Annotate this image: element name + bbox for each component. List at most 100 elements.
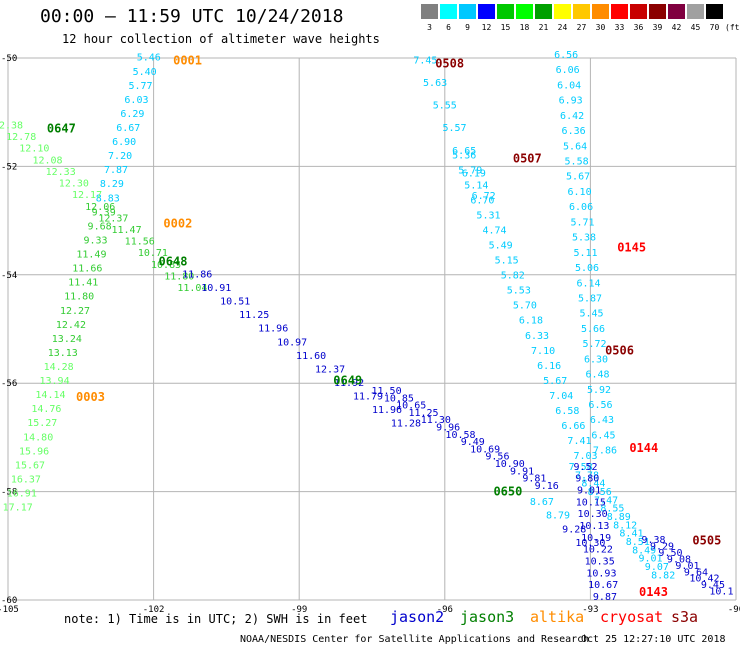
swh-value: 7.45 (413, 55, 437, 66)
x-tick-label: -93 (582, 605, 598, 615)
colorbar-swatch (668, 4, 685, 19)
swh-value: 12.08 (32, 155, 62, 166)
swh-value: 5.45 (579, 309, 603, 320)
swh-value: 6.06 (569, 202, 593, 213)
track-time-label: 0508 (435, 56, 464, 70)
colorbar-label: 33 (614, 23, 625, 32)
swh-value: 10.67 (588, 580, 618, 591)
wave-height-tracks: 5.46 5.40 5.77 6.03 6.29 6.67 6.90 7.20 7.87 8.29… (0, 50, 733, 603)
swh-value: 6.56 (588, 400, 612, 411)
swh-value: 9.39 (92, 207, 116, 218)
swh-value: 10.65 (396, 401, 426, 412)
track-time-label: 0649 (333, 373, 362, 387)
swh-value: 11.47 (112, 225, 142, 236)
swh-value: 9.68 (88, 221, 112, 232)
map-title: 00:00 – 11:59 UTC 10/24/2018 (40, 6, 344, 27)
swh-value: 9.07 (645, 562, 669, 573)
swh-value: 6.14 (576, 278, 600, 289)
swh-value: 9.38 (641, 535, 665, 546)
swh-value: 11.25 (239, 310, 269, 321)
swh-value: 11.80 (64, 292, 94, 303)
swh-value: 10.91 (201, 283, 231, 294)
swh-value: 10.13 (579, 521, 609, 532)
swh-value: 10.51 (220, 297, 250, 308)
swh-value: 7.03 (573, 451, 597, 462)
swh-value: 9.96 (436, 423, 460, 434)
track-0507: 5.36 5.79 5.14 6.70 5.31 4.74 5.49 5.15 5.82 5.53… (452, 150, 597, 462)
swh-value: 11.56 (125, 237, 155, 248)
swh-value: 4.74 (482, 225, 506, 236)
swh-value: 9.16 (535, 481, 559, 492)
swh-value: 11.60 (296, 351, 326, 362)
swh-value: 6.29 (120, 109, 144, 120)
colorbar-label: 15 (500, 23, 511, 32)
swh-value: 10.35 (585, 557, 615, 568)
swh-value: 5.55 (433, 101, 457, 112)
swh-value: 10.71 (138, 248, 168, 259)
legend-jason3: jason3 (460, 608, 515, 626)
y-tick-label: -56 (1, 379, 17, 389)
swh-value: 10.42 (689, 574, 719, 585)
swh-value: 5.57 (442, 123, 466, 134)
swh-value: 11.49 (76, 250, 106, 261)
colorbar-swatch (706, 4, 723, 19)
swh-value: 6.56 (554, 50, 578, 61)
swh-value: 10.69 (470, 444, 500, 455)
swh-value: 13.94 (40, 376, 70, 387)
colorbar-swatch (649, 4, 666, 19)
swh-value: 11.50 (372, 386, 402, 397)
swh-value: 11.86 (182, 270, 212, 281)
swh-value: 6.33 (525, 331, 549, 342)
colorbar-swatch (630, 4, 647, 19)
swh-value: 10.85 (151, 260, 181, 271)
footer-credit: NOAA/NESDIS Center for Satellite Applica… (240, 634, 590, 645)
track-time-label: 0145 (617, 241, 646, 255)
swh-value: 6.65 (452, 146, 476, 157)
swh-value: 5.77 (129, 81, 153, 92)
swh-value: 13.13 (48, 348, 78, 359)
swh-value: 10.93 (586, 568, 616, 579)
swh-value: 6.30 (584, 354, 608, 365)
track-0648: 11.86 10.91 10.51 11.25 11.96 10.97 11.60 12.37… (159, 254, 421, 429)
swh-value: 8.49 (632, 545, 656, 556)
swh-value: 7.47 (594, 495, 618, 506)
track-time-label: 0505 (692, 533, 721, 547)
colorbar-label: 24 (557, 23, 568, 32)
swh-value: 12.37 (315, 364, 345, 375)
swh-value: 14.76 (31, 404, 61, 415)
units-note: note: 1) Time is in UTC; 2) SWH is in fe… (64, 612, 368, 626)
track-0144: 9.529.809.0110.1510.3010.1310.1910.2210.… (573, 441, 658, 603)
swh-value: 5.31 (476, 210, 500, 221)
swh-value: 5.53 (507, 286, 531, 297)
colorbar-swatch (573, 4, 590, 19)
swh-value: 9.56 (485, 452, 509, 463)
x-tick-label: -90 (728, 605, 740, 615)
colorbar-label: 12 (481, 23, 492, 32)
swh-value: 6.19 (462, 168, 486, 179)
swh-value: 6.45 (591, 430, 615, 441)
swh-value: 11.25 (408, 408, 438, 419)
swh-value: 10.58 (445, 430, 475, 441)
colorbar-swatch (421, 4, 438, 19)
y-tick-label: -50 (1, 54, 17, 64)
colorbar-label: 6 (446, 23, 451, 32)
track-time-label: 0650 (493, 485, 522, 499)
swh-value: 5.49 (489, 241, 513, 252)
colorbar-swatch (478, 4, 495, 19)
swh-value: 10.30 (578, 509, 608, 520)
swh-value: 6.93 (559, 96, 583, 107)
swh-value: 16.37 (11, 474, 41, 485)
swh-value: 8.51 (626, 537, 650, 548)
swh-value: 11.80 (164, 271, 194, 282)
swh-value: 6.72 (472, 191, 496, 202)
swh-value: 16.91 (7, 489, 37, 500)
swh-value: 8.41 (619, 529, 643, 540)
colorbar-label: 30 (595, 23, 606, 32)
track-time-label: 0507 (513, 151, 542, 165)
swh-value: 8.29 (100, 179, 124, 190)
swh-value: 5.71 (571, 217, 595, 228)
swh-value: 9.33 (83, 235, 107, 246)
swh-value: 6.06 (556, 65, 580, 76)
colorbar-label: 9 (465, 23, 470, 32)
